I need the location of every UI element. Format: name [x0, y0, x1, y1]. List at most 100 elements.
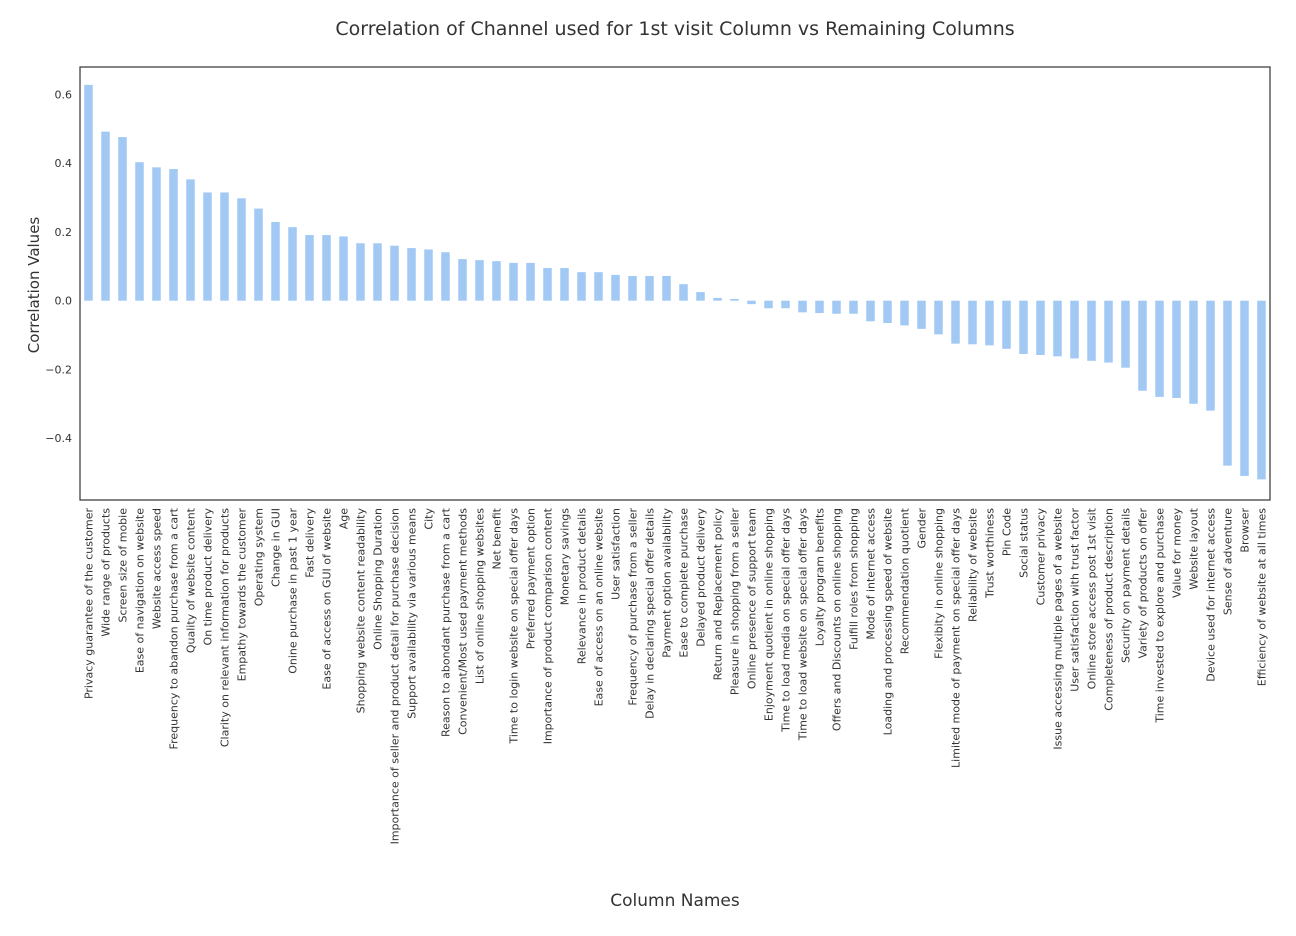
bar — [356, 243, 365, 301]
x-tick-label: Age — [338, 508, 351, 530]
x-tick-label: Payment option availability — [661, 508, 674, 658]
bar — [220, 192, 229, 301]
bar — [1104, 300, 1113, 363]
x-tick-label: Fast delivery — [304, 508, 317, 578]
x-tick-label: Online presence of support team — [746, 508, 759, 689]
x-tick-label: Issue accessing multiple pages of a webs… — [1052, 508, 1065, 750]
x-tick-label: Preferred payment option — [525, 508, 538, 649]
bar — [203, 192, 212, 301]
bar — [475, 260, 484, 301]
x-tick-label: Variety of products on offer — [1137, 508, 1150, 659]
bar — [526, 262, 535, 301]
bar — [713, 297, 722, 301]
bar — [883, 300, 892, 324]
x-tick-label: Online store access post 1st visit — [1086, 507, 1099, 689]
bar — [594, 272, 603, 301]
x-tick-label: Pleasure in shopping from a seller — [729, 508, 742, 696]
bar — [135, 162, 144, 301]
x-tick-label: Sense of adventure — [1222, 508, 1235, 615]
x-tick-label: Importance of product comparison content — [542, 507, 555, 744]
bar — [1223, 300, 1232, 466]
x-tick-label: Onine purchase in past 1 year — [287, 508, 300, 674]
x-tick-label: Ease of access on an online website — [593, 508, 606, 707]
bar — [1121, 300, 1130, 368]
bar — [543, 268, 552, 301]
bar — [322, 235, 331, 301]
x-tick-label: Browser — [1239, 508, 1252, 553]
x-tick-label: Return and Replacement policy — [712, 508, 725, 681]
bar — [628, 275, 637, 301]
bar — [645, 275, 654, 301]
x-tick-label: List of online shopping websites — [474, 508, 487, 684]
bar — [985, 300, 994, 346]
bar — [781, 300, 790, 309]
bar — [288, 227, 297, 301]
x-tick-label: Frequency to abandon purchase from a car… — [168, 507, 181, 749]
bar — [1036, 300, 1045, 355]
x-tick-label: Convenient/Most used payment methods — [457, 508, 470, 735]
y-tick-label: −0.4 — [45, 432, 72, 445]
bar — [747, 300, 756, 305]
x-tick-label: Monetary savings — [559, 508, 572, 606]
bar — [509, 262, 518, 301]
bar — [373, 243, 382, 301]
bar — [832, 300, 841, 314]
y-tick-label: −0.2 — [45, 363, 72, 376]
x-tick-label: Completeness of product description — [1103, 508, 1116, 711]
x-tick-label: Time to login website on special offer d… — [508, 508, 521, 745]
x-tick-label: Wide range of products — [100, 508, 113, 637]
x-tick-label: On time product delivery — [202, 508, 215, 646]
x-tick-label: Time invested to explore and purchase — [1154, 508, 1167, 724]
x-tick-label: Quality of website content — [185, 507, 198, 653]
x-tick-label: Social status — [1018, 508, 1031, 578]
bar — [934, 300, 943, 335]
x-tick-label: Mode of internet access — [865, 508, 878, 640]
x-tick-label: Screen size of mobie — [117, 508, 130, 623]
x-tick-label: Customer privacy — [1035, 508, 1048, 606]
bar — [1070, 300, 1079, 359]
bar — [1206, 300, 1215, 411]
x-tick-label: Enjoyment quotient in online shopping — [763, 508, 776, 721]
bar — [1240, 300, 1249, 476]
bar — [101, 131, 110, 301]
x-tick-label: User satisfaction — [610, 508, 623, 600]
bar — [1087, 300, 1096, 361]
x-tick-label: Frequency of purchase from a seller — [627, 508, 640, 706]
bar — [1257, 300, 1266, 480]
x-tick-label: Ease of navigation on website — [134, 508, 147, 673]
y-ticks-group: −0.4 −0.2 0.0 0.2 0.4 0.6 — [45, 88, 72, 445]
bar — [271, 221, 280, 301]
x-tick-label: Operating system — [253, 508, 266, 606]
x-tick-label: Loading and processing speed of website — [882, 508, 895, 736]
bar — [254, 208, 263, 301]
x-tick-label: Net benefit — [491, 507, 504, 569]
x-tick-label: User satisfaction with trust factor — [1069, 508, 1082, 692]
bar — [1155, 300, 1164, 397]
plot-frame — [79, 66, 1271, 501]
x-tick-label: Reliability of website — [967, 508, 980, 622]
y-axis-label: Correlation Values — [25, 217, 43, 354]
x-tick-label: Loyalty program benefits — [814, 508, 827, 646]
x-tick-label: Time to load website on special offer da… — [797, 508, 810, 741]
x-tick-label: Privacy guarantee of the customer — [83, 508, 96, 700]
bars-group — [84, 84, 1266, 480]
bar — [849, 300, 858, 314]
bar — [696, 292, 705, 301]
x-tick-label: Reason to abondant purchase from a cart — [440, 507, 453, 737]
x-tick-label: Website layout — [1188, 507, 1201, 589]
x-tick-label: Pin Code — [1001, 508, 1014, 556]
bar — [458, 259, 467, 301]
bar — [186, 179, 195, 301]
bar — [968, 300, 977, 345]
x-tick-label: Gender — [916, 508, 929, 549]
y-tick-label: 0.2 — [55, 226, 73, 239]
bar — [1189, 300, 1198, 404]
bar — [1138, 300, 1147, 391]
bar — [1002, 300, 1011, 349]
x-tick-label: Fulfill roles from shopping — [848, 508, 861, 650]
bar — [169, 169, 178, 301]
y-tick-label: 0.0 — [55, 295, 73, 308]
bar — [815, 300, 824, 314]
x-tick-label: Offers and Discounts on online shopping — [831, 508, 844, 731]
